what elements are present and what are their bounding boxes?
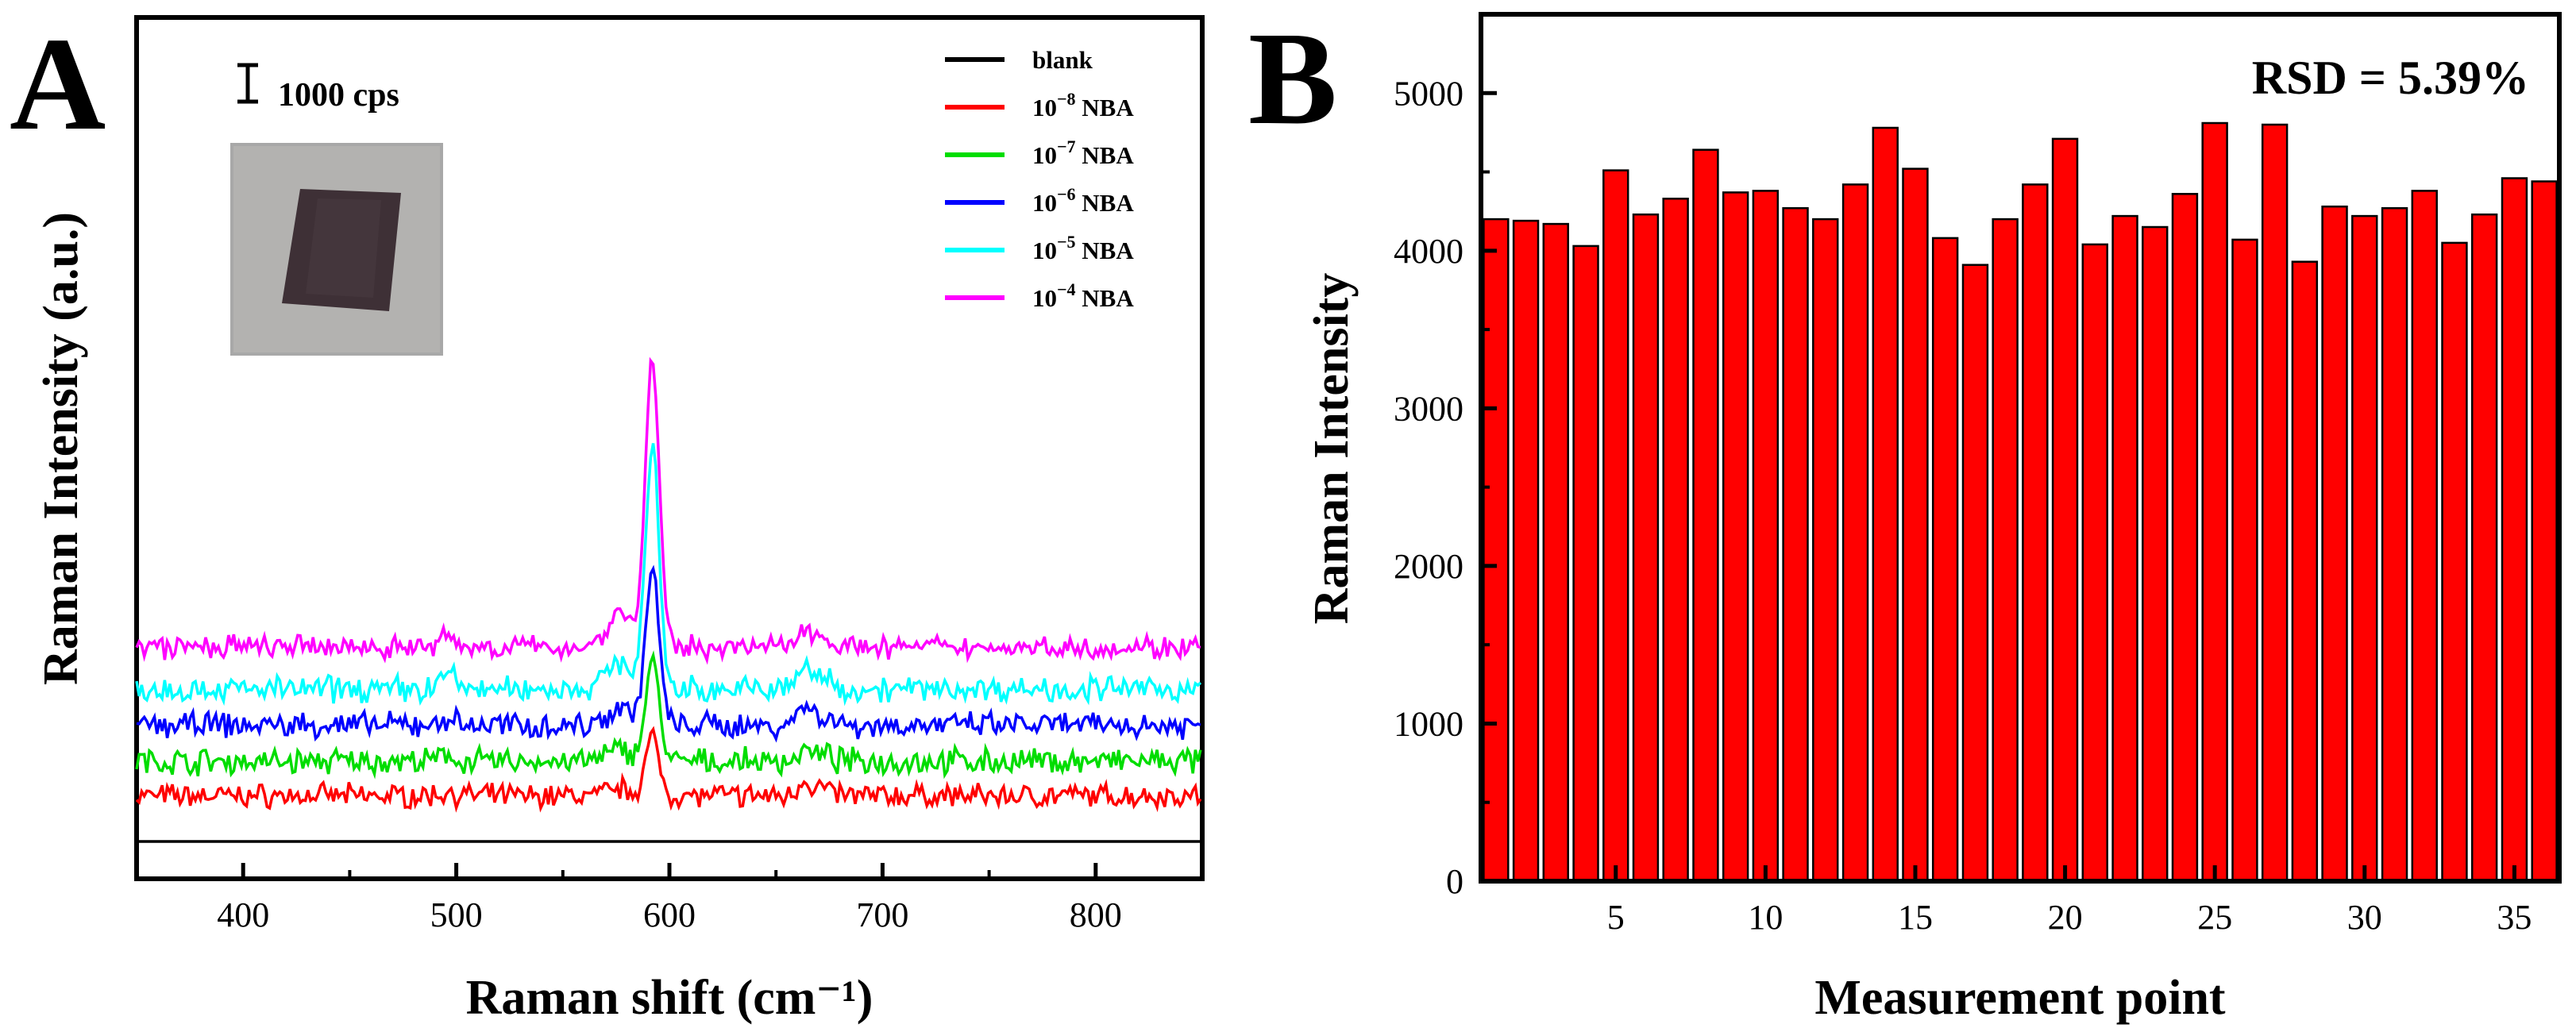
bar [1992, 218, 2019, 883]
x-tick-label-b: 5 [1607, 898, 1625, 937]
y-tick-label-b: 0 [1446, 862, 1463, 901]
x-tick-label-a: 800 [1070, 895, 1122, 934]
x-tick-label-b: 20 [2048, 898, 2083, 937]
bar [2411, 190, 2438, 883]
bar [2441, 241, 2468, 883]
x-tick-label-a: 600 [643, 895, 696, 934]
bar [2291, 260, 2319, 883]
y-tick-label-b: 1000 [1394, 704, 1463, 743]
y-tick-label-b: 2000 [1394, 547, 1463, 586]
bar [2321, 205, 2348, 883]
legend-label: 10−5 NBA [1032, 232, 1134, 264]
bar [1542, 222, 1569, 883]
y-tick-label-b: 4000 [1394, 232, 1463, 271]
bar [2231, 238, 2258, 883]
y-tick-label-b: 5000 [1394, 74, 1463, 113]
scale-bar-label: 1000 cps [278, 77, 399, 114]
bar [1872, 126, 1899, 883]
bar [2142, 225, 2169, 883]
axis-ticks-b: 0 1000 2000 3000 4000 5000 5 10 15 20 25 30 35 [1394, 74, 2532, 937]
measurement-bar-chart: 0 1000 2000 3000 4000 5000 5 10 15 20 25 30 35 RSD =… [1305, 12, 2562, 1025]
bar [1931, 237, 1959, 883]
bar [2351, 214, 2378, 883]
y-axis-title-a: Raman Intensity (a.u.) [34, 212, 88, 685]
bar [1902, 168, 1929, 883]
spectrum-line-2 [135, 650, 1202, 780]
bar [1722, 191, 1749, 883]
bar [1841, 183, 1869, 883]
bar [2022, 183, 2049, 883]
legend-label: 10−6 NBA [1032, 184, 1134, 217]
scale-bar [237, 63, 258, 104]
bar [1961, 264, 1989, 883]
legend-label: 10−7 NBA [1032, 137, 1134, 169]
bar [1512, 219, 1540, 883]
x-ticks-a: 400 500 600 700 800 [135, 863, 1204, 934]
bar [1483, 218, 1510, 883]
x-tick-label-a: 500 [430, 895, 483, 934]
legend-label: 10−8 NBA [1032, 89, 1134, 121]
bar [2261, 123, 2289, 883]
bar [1572, 245, 1599, 883]
panel-label-a: A [10, 10, 106, 158]
bar [1812, 218, 1839, 883]
bar [2171, 193, 2199, 883]
x-tick-label-b: 10 [1748, 898, 1783, 937]
panel-label-b: B [1248, 5, 1337, 152]
x-axis-title-b: Measurement point [1814, 971, 2226, 1025]
bar [2201, 121, 2228, 883]
bar [2081, 243, 2108, 883]
legend-label: 10−4 NBA [1032, 279, 1134, 312]
bar [1602, 169, 1629, 883]
legend: blank 10−8 NBA 10−7 NBA 10−6 NBA 10−5 NBA 10−… [945, 46, 1134, 312]
x-axis-title-a: Raman shift (cm⁻¹) [466, 971, 873, 1025]
bar [1692, 148, 1719, 883]
spectra-lines [135, 356, 1202, 843]
x-tick-label-a: 400 [217, 895, 269, 934]
inset-sample-photo [230, 143, 443, 356]
bars [1483, 121, 2558, 883]
bar [1632, 213, 1660, 883]
spectrum-line-4 [135, 443, 1202, 707]
spectrum-line-3 [136, 564, 1201, 743]
raman-spectra-chart: 400 500 600 700 800 1000 cps blank 10−8 NBA 10… [34, 15, 1205, 1025]
bar [2501, 177, 2528, 883]
bar [1752, 190, 1780, 883]
y-axis-title-b: Raman Intensity [1305, 273, 1359, 625]
legend-label: blank [1032, 46, 1093, 74]
x-tick-label-b: 15 [1898, 898, 1933, 937]
y-tick-label-b: 3000 [1394, 389, 1463, 428]
plot-frame-b [1479, 12, 2562, 884]
bar [1782, 206, 1809, 883]
bar [2111, 214, 2138, 883]
spectrum-line-1 [135, 726, 1202, 813]
bar [2051, 137, 2079, 883]
bar [1662, 198, 1689, 883]
rsd-annotation: RSD = 5.39% [2252, 52, 2529, 104]
bar [2381, 206, 2408, 883]
spectrum-line-5 [135, 356, 1201, 665]
bar [2470, 213, 2498, 883]
x-tick-label-b: 25 [2197, 898, 2232, 937]
bar [2531, 180, 2558, 883]
x-tick-label-b: 30 [2347, 898, 2382, 937]
x-tick-label-a: 700 [856, 895, 908, 934]
x-tick-label-b: 35 [2497, 898, 2532, 937]
